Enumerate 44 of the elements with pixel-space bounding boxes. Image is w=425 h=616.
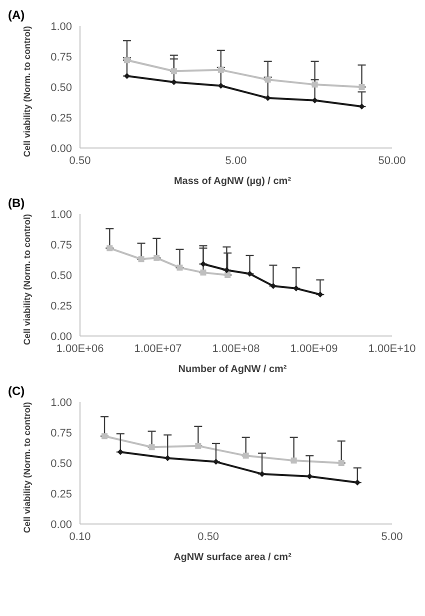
x-tick-label: 1.00E+07 [134,342,182,355]
point [264,76,271,83]
y-tick-label: 1.00 [50,20,72,33]
point [312,82,318,88]
y-tick-label: 0.25 [50,300,72,312]
x-tick-label: 1.00E+08 [212,342,260,355]
y-tick-label: 0.50 [50,458,72,470]
y-tick-label: 0.75 [50,239,72,252]
x-tick-label: 1.00E+09 [290,342,338,355]
chart-title: (B) [8,196,26,210]
y-axis-title: Cell viability (Norm. to control) [22,214,32,345]
y-tick-label: 1.00 [50,208,72,221]
x-tick-label: 5.00 [225,154,247,167]
x-axis-title: AgNW surface area / cm² [172,552,292,565]
point [124,73,130,80]
chart-title: (C) [8,384,26,398]
y-tick-label: 1.00 [50,396,72,409]
point [170,79,177,86]
y-tick-label: 0.00 [50,518,72,531]
y-tick-label: 0.50 [50,82,72,94]
x-tick-label: 1.00E+10 [368,342,416,355]
point [170,68,177,74]
x-tick-label: 0.10 [69,530,91,543]
point [124,57,130,64]
y-axis-title: Cell viability (Norm. to control) [22,26,32,157]
y-tick-label: 0.75 [50,51,72,64]
x-axis-title: Number of AgNW / cm² [177,364,288,377]
point [358,104,365,110]
y-axis-title: Cell viability (Norm. to control) [22,402,32,533]
y-tick-label: 0.25 [50,488,72,500]
point [218,66,224,73]
y-tick-label: 0.00 [50,330,72,343]
x-tick-label: 5.00 [381,530,403,543]
x-tick-label: 50.00 [378,154,406,167]
point [264,94,271,101]
x-axis-title: Mass of AgNW (µg) / cm² [172,176,292,189]
chart-title: (A) [8,8,26,22]
x-tick-label: 0.50 [69,154,91,167]
x-tick-label: 1.00E+06 [56,342,104,355]
y-tick-label: 0.75 [50,427,72,440]
y-tick-label: 0.00 [50,142,72,155]
y-tick-label: 0.25 [50,112,72,124]
x-tick-label: 0.50 [198,530,220,543]
y-tick-label: 0.50 [50,270,72,282]
